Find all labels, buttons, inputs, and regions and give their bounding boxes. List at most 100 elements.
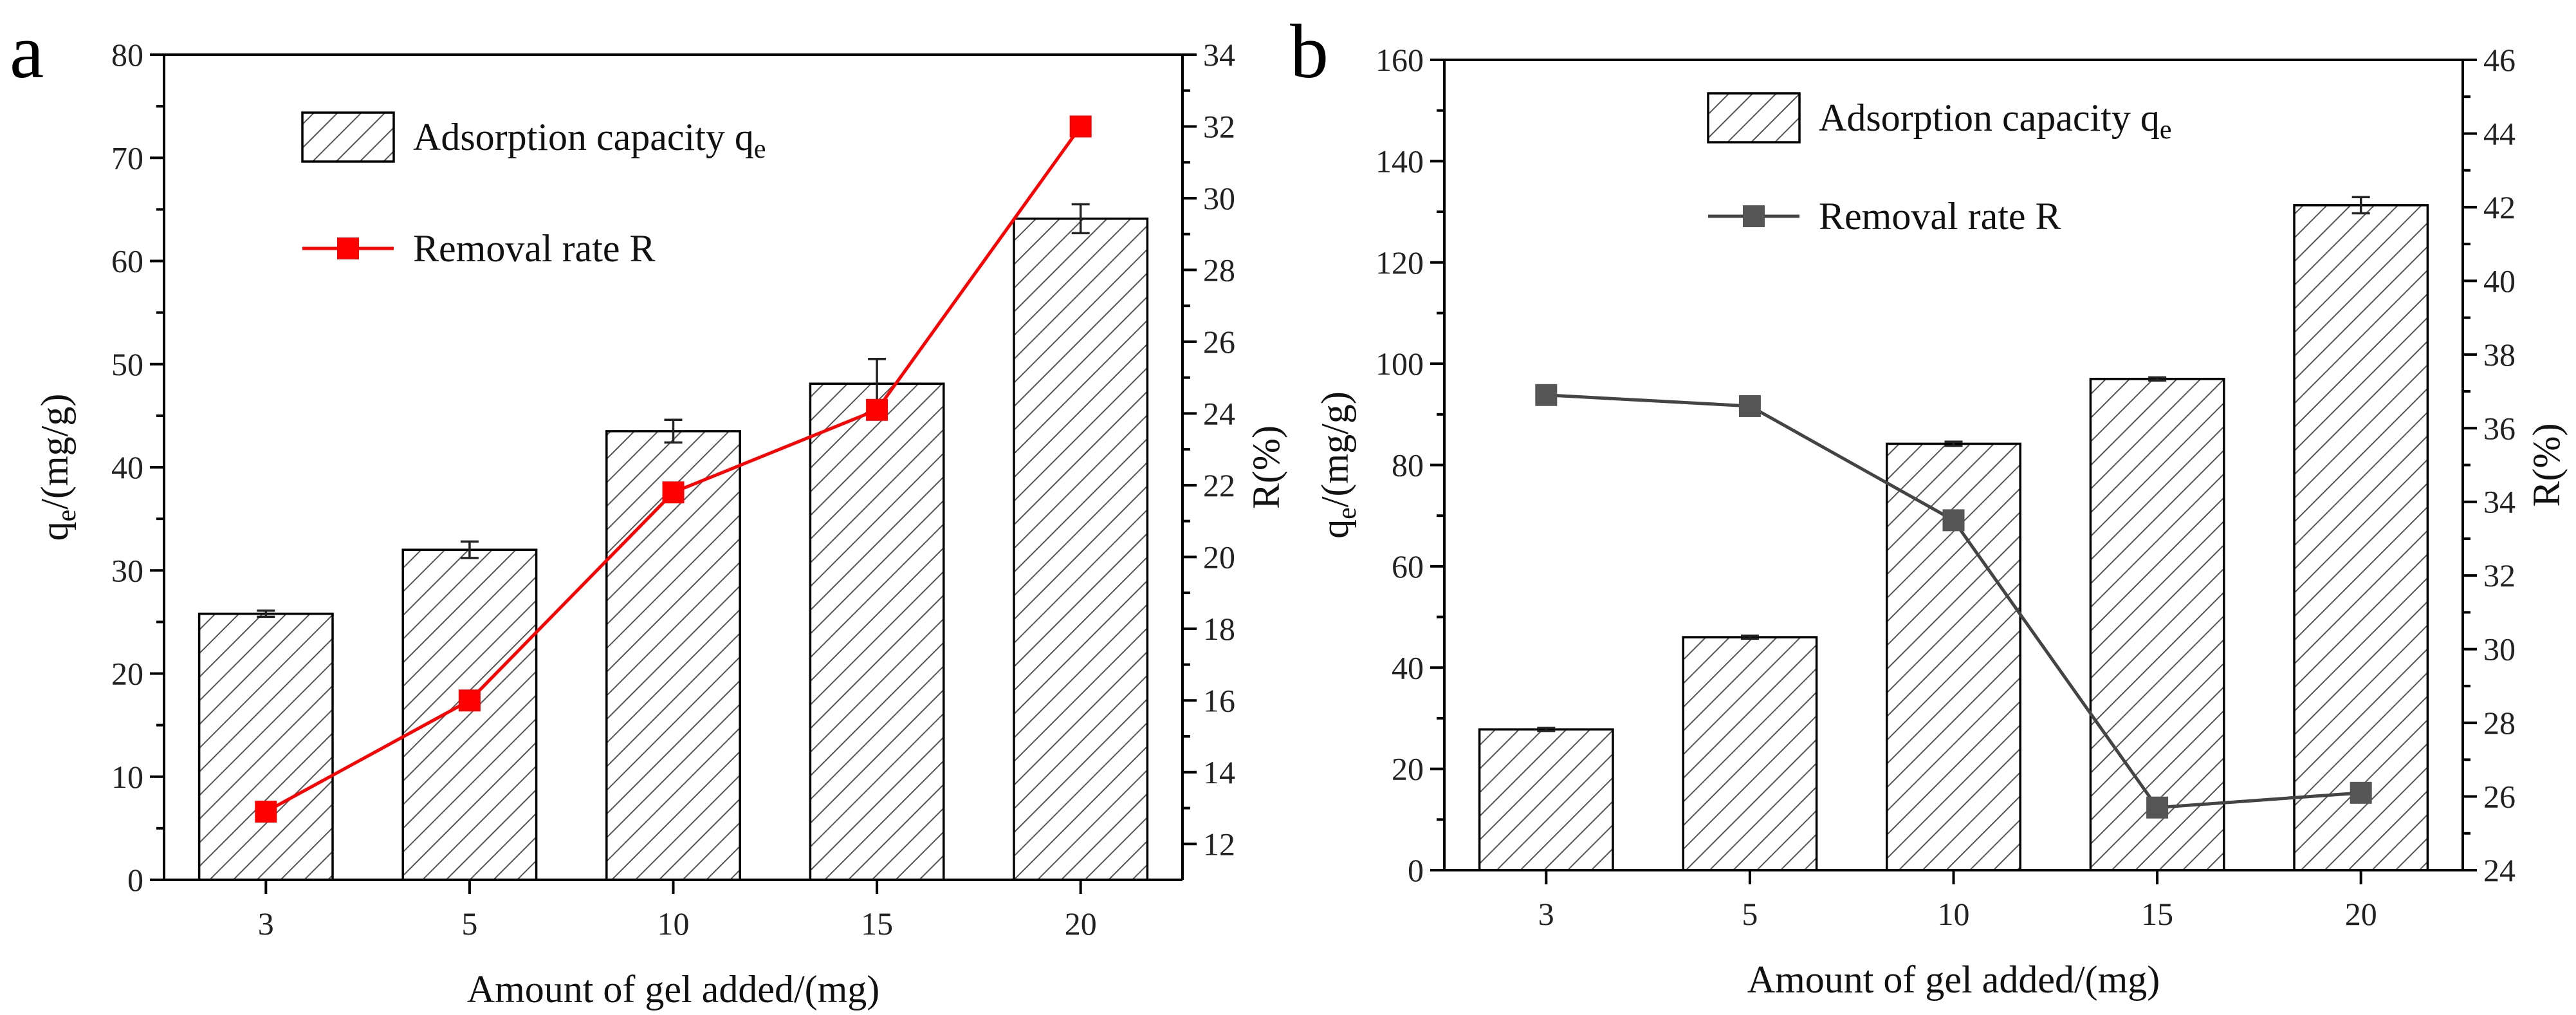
left-tick-label: 70: [111, 140, 143, 176]
x-tick-label: 20: [2345, 896, 2377, 932]
left-tick-label: 100: [1375, 346, 1424, 382]
right-tick-label: 30: [2483, 631, 2516, 667]
removal-rate-point-3: [1535, 384, 1558, 406]
right-tick-label: 20: [1203, 539, 1235, 575]
error-bar-10: [664, 418, 683, 444]
error-bar-5: [1740, 634, 1759, 640]
left-tick-label: 50: [111, 346, 143, 382]
right-tick-label: 34: [1203, 37, 1235, 73]
bar-10: [1886, 442, 2021, 871]
left-tick-label: 120: [1375, 245, 1424, 281]
right-tick-label: 16: [1203, 682, 1235, 718]
panel-label: b: [1290, 8, 1329, 94]
x-tick-label: 20: [1065, 906, 1097, 942]
legend-bar-swatch: [301, 111, 395, 163]
legend-bar-label-sub: e: [754, 135, 766, 164]
left-tick-label: 20: [111, 656, 143, 692]
removal-rate-point-20: [2350, 781, 2372, 804]
legend-bar-label: Adsorption capacity qe: [413, 116, 766, 164]
x-tick-label: 3: [1538, 896, 1554, 932]
left-tick-label: 20: [1392, 751, 1424, 787]
right-tick-label: 38: [2483, 337, 2516, 373]
legend-bar-swatch: [1707, 92, 1801, 144]
removal-rate-point-5: [1738, 395, 1761, 417]
legend-line-marker: [337, 237, 359, 259]
bar-5: [401, 548, 538, 881]
bar-3: [198, 612, 334, 881]
left-axis-title-sub: e: [1332, 507, 1362, 519]
legend: Adsorption capacity qe Removal rate R: [1707, 92, 2172, 237]
right-tick-label: 26: [1203, 324, 1235, 360]
panel-label: a: [10, 8, 44, 94]
bar-20: [2293, 204, 2429, 871]
removal-rate-point-10: [662, 481, 685, 504]
x-tick-label: 15: [861, 906, 893, 942]
left-tick-label: 0: [1408, 852, 1424, 888]
error-bar-5: [460, 540, 479, 559]
legend-bar-label-main: Adsorption capacity q: [413, 116, 754, 158]
left-axis-title-rest: /(mg/g): [33, 394, 76, 510]
left-tick-label: 40: [1392, 649, 1424, 685]
removal-rate-point-10: [1942, 509, 1965, 532]
bar-15: [809, 382, 945, 881]
left-axis-title-sub: e: [52, 510, 82, 522]
left-tick-label: 140: [1375, 143, 1424, 179]
error-bar-20: [2351, 196, 2370, 215]
error-bar-3: [257, 609, 275, 619]
x-axis-title: Amount of gel added/(mg): [1747, 958, 2160, 1001]
right-tick-label: 36: [2483, 410, 2516, 446]
left-tick-label: 10: [111, 759, 143, 795]
right-tick-label: 18: [1203, 611, 1235, 647]
left-tick-label: 80: [1392, 447, 1424, 483]
right-tick-label: 28: [1203, 252, 1235, 288]
left-axis-title-main: q: [1314, 519, 1356, 539]
x-tick-label: 15: [2141, 896, 2173, 932]
error-bar-15: [2148, 376, 2167, 382]
removal-rate-point-15: [2146, 796, 2169, 819]
right-axis-title: R(%): [1245, 425, 1287, 509]
left-axis-title: qe/(mg/g): [1314, 391, 1362, 539]
bar-20: [1013, 218, 1149, 881]
error-bar-3: [1537, 727, 1556, 732]
left-tick-label: 160: [1375, 42, 1424, 78]
left-tick-label: 40: [111, 449, 143, 485]
left-tick-label: 60: [111, 243, 143, 279]
right-tick-label: 28: [2483, 705, 2516, 741]
right-tick-label: 42: [2483, 189, 2516, 225]
panel-b: b 0 20 40 60 80 100 120 140 160 24 26 28 30 32 34 36 38 40…: [1290, 8, 2568, 1001]
error-bar-20: [1071, 203, 1090, 234]
right-tick-label: 32: [2483, 557, 2516, 593]
removal-rate-point-15: [866, 398, 888, 421]
removal-rate-point-3: [255, 801, 277, 823]
right-tick-label: 40: [2483, 263, 2516, 299]
right-tick-label: 46: [2483, 42, 2516, 78]
panel-a: a010203040506070801214161820222426283032…: [10, 8, 1287, 1010]
right-tick-label: 34: [2483, 484, 2516, 520]
x-tick-label: 10: [658, 906, 690, 942]
left-tick-label: 30: [111, 552, 143, 588]
legend-bar-label: Adsorption capacity qe: [1819, 97, 2172, 145]
error-bar-10: [1944, 440, 1963, 447]
bar-15: [2089, 377, 2225, 871]
bar-10: [605, 430, 741, 881]
legend-bar-label-main: Adsorption capacity q: [1819, 97, 2160, 139]
right-tick-label: 32: [1203, 108, 1235, 144]
right-tick-label: 26: [2483, 779, 2516, 815]
legend-line-marker: [1743, 205, 1765, 227]
left-axis-title: qe/(mg/g): [33, 394, 82, 541]
right-tick-label: 24: [1203, 395, 1235, 431]
right-tick-label: 30: [1203, 180, 1235, 216]
x-tick-label: 5: [1742, 896, 1758, 932]
bar-3: [1478, 728, 1614, 871]
left-axis-title-main: q: [33, 521, 76, 541]
x-tick-label: 10: [1938, 896, 1970, 932]
x-tick-label: 5: [461, 906, 477, 942]
right-tick-label: 24: [2483, 852, 2516, 888]
x-tick-label: 3: [258, 906, 274, 942]
legend: Adsorption capacity qe Removal rate R: [301, 111, 766, 270]
removal-rate-point-5: [458, 689, 481, 712]
right-tick-label: 14: [1203, 754, 1235, 790]
right-axis-title: R(%): [2525, 424, 2568, 507]
legend-bar-label-sub: e: [2160, 115, 2172, 145]
